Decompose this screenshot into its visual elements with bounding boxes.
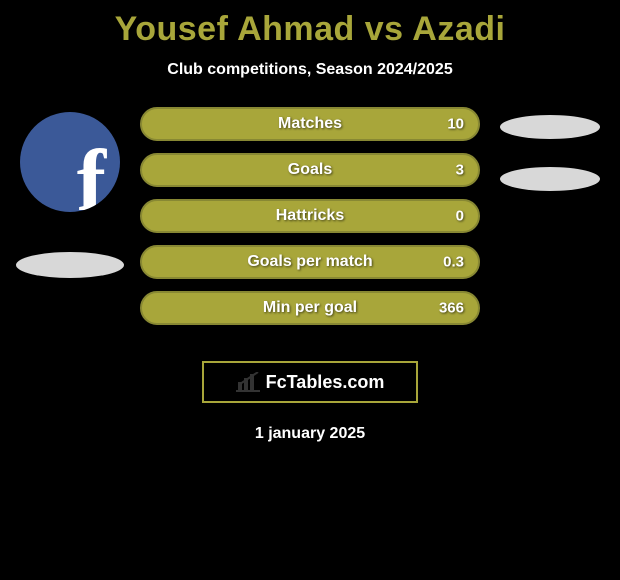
stat-label: Min per goal	[142, 299, 478, 317]
stat-bar: Goals per match 0.3	[140, 245, 480, 279]
page-title: Yousef Ahmad vs Azadi	[0, 0, 620, 49]
stat-bar: Hattricks 0	[140, 199, 480, 233]
stat-bar: Min per goal 366	[140, 291, 480, 325]
stat-value: 366	[439, 300, 464, 317]
stat-bar: Goals 3	[140, 153, 480, 187]
brand-box[interactable]: FcTables.com	[202, 361, 418, 403]
comparison-panel: f Matches 10 Goals 3 Hattricks 0 Goals p…	[0, 107, 620, 347]
stat-value: 0.3	[443, 254, 464, 271]
player-right-column	[490, 107, 610, 191]
page-subtitle: Club competitions, Season 2024/2025	[0, 61, 620, 79]
stat-bar: Matches 10	[140, 107, 480, 141]
stat-label: Goals per match	[142, 253, 478, 271]
player-left-column: f	[10, 107, 130, 278]
stat-value: 3	[456, 162, 464, 179]
stat-value: 10	[447, 116, 464, 133]
avatar-shadow-right-1	[500, 115, 600, 139]
avatar-shadow-right-2	[500, 167, 600, 191]
facebook-f-icon: f	[77, 138, 106, 212]
stat-value: 0	[456, 208, 464, 225]
stat-label: Matches	[142, 115, 478, 133]
footer-date: 1 january 2025	[0, 425, 620, 443]
bar-chart-icon	[236, 372, 260, 392]
stat-label: Goals	[142, 161, 478, 179]
facebook-avatar[interactable]: f	[20, 112, 120, 212]
stat-bars: Matches 10 Goals 3 Hattricks 0 Goals per…	[140, 107, 480, 337]
stat-label: Hattricks	[142, 207, 478, 225]
brand-label: FcTables.com	[266, 372, 385, 393]
avatar-shadow-left	[16, 252, 124, 278]
